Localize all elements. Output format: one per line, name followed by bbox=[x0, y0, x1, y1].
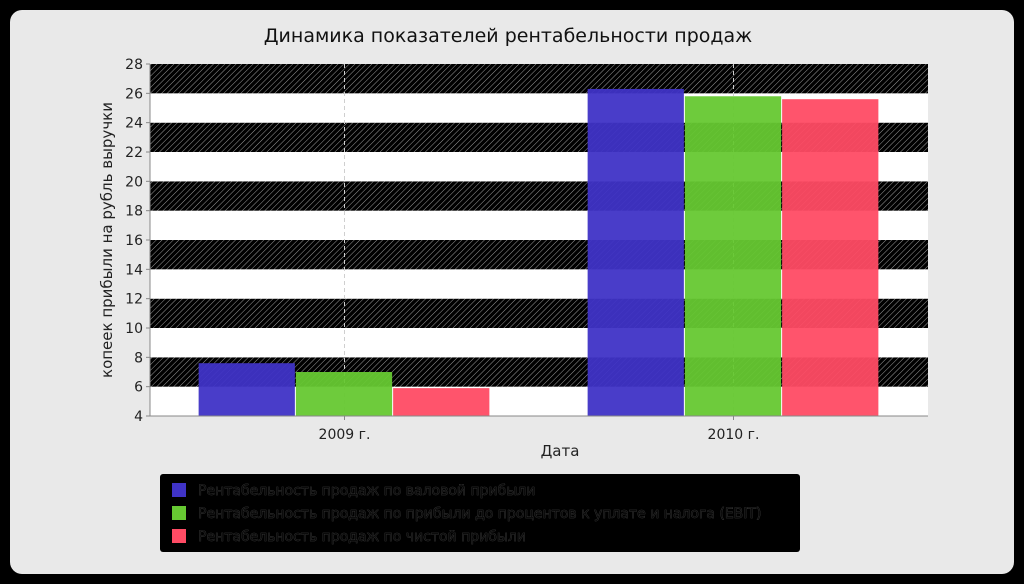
legend-entry-label: Рентабельность продаж по валовой прибыли bbox=[198, 483, 535, 499]
y-tick-label: 8 bbox=[134, 350, 143, 366]
x-tick-label: 2009 г. bbox=[319, 427, 371, 443]
legend-box bbox=[160, 474, 800, 552]
y-axis-label: копеек прибыли на рубль выручки bbox=[98, 102, 116, 378]
y-tick-label: 28 bbox=[125, 57, 143, 73]
x-tick-labels: 2009 г. 2010 г. bbox=[319, 416, 760, 443]
legend-swatch bbox=[172, 506, 186, 520]
y-tick-labels: 4 6 8 10 12 14 16 18 20 22 24 26 28 bbox=[125, 57, 150, 425]
y-tick-label: 10 bbox=[125, 321, 143, 337]
x-axis-label: Дата bbox=[541, 442, 580, 460]
legend-entry-label: Рентабельность продаж по чистой прибыли bbox=[198, 529, 526, 545]
y-tick-label: 24 bbox=[125, 116, 143, 132]
legend: Рентабельность продаж по валовой прибыли… bbox=[160, 474, 800, 552]
bar bbox=[295, 372, 393, 416]
y-tick-label: 12 bbox=[125, 292, 143, 308]
y-tick-label: 4 bbox=[134, 409, 143, 425]
bar bbox=[198, 363, 295, 416]
plot-band-hatched bbox=[150, 64, 928, 94]
y-tick-label: 26 bbox=[125, 86, 143, 102]
chart-title: Динамика показателей рентабельности прод… bbox=[264, 25, 753, 47]
x-tick-label: 2010 г. bbox=[708, 427, 760, 443]
legend-swatch bbox=[172, 483, 186, 497]
y-tick-label: 14 bbox=[125, 262, 143, 278]
legend-entry-label: Рентабельность продаж по прибыли до проц… bbox=[198, 506, 761, 522]
bar bbox=[393, 388, 490, 416]
y-tick-label: 18 bbox=[125, 204, 143, 220]
bar bbox=[684, 96, 782, 417]
legend-swatch bbox=[172, 529, 186, 543]
y-tick-label: 22 bbox=[125, 145, 143, 161]
y-tick-label: 6 bbox=[134, 380, 143, 396]
bar bbox=[782, 99, 879, 416]
bar bbox=[587, 88, 684, 416]
y-tick-label: 16 bbox=[125, 233, 143, 249]
y-tick-label: 20 bbox=[125, 174, 143, 190]
bars bbox=[198, 88, 879, 417]
